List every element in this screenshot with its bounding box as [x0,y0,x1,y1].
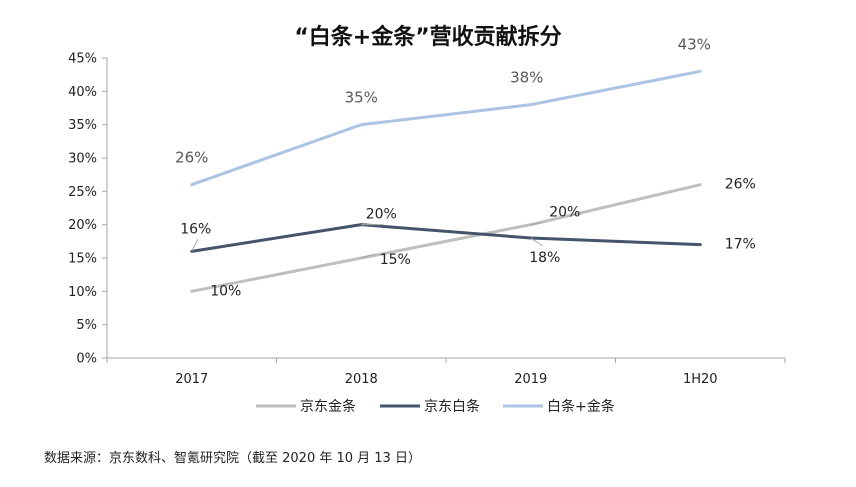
y-tick-label: 15% [68,252,97,267]
y-tick-label: 5% [76,318,97,333]
x-tick-label: 2017 [175,372,208,387]
x-tick-label: 2018 [345,372,378,387]
label-leader-line [361,253,376,259]
legend-label: 白条+金条 [547,398,615,415]
y-tick-label: 30% [68,152,97,167]
series-lines [190,69,702,293]
label-leader-line [191,239,199,252]
source-note: 数据来源：京东数科、智氪研究院（截至 2020 年 10 月 13 日） [44,451,421,466]
x-tick-label: 1H20 [683,372,718,387]
data-label: 16% [180,221,211,237]
label-leader-line [530,222,543,226]
line-chart: “白条+金条”营收贡献拆分 0% 5% 10% 15% 20% 25% 30% 35% 40% 4… [68,24,786,415]
data-label: 35% [345,89,378,107]
y-tick-label: 45% [68,52,97,67]
data-label: 26% [175,149,208,167]
chart-title: “白条+金条”营收贡献拆分 [294,24,561,50]
legend-label: 京东金条 [300,398,356,415]
y-tick-label: 20% [68,218,97,233]
series-line [190,69,702,187]
y-tick-label: 40% [68,85,97,100]
data-label: 18% [529,250,560,266]
data-label: 20% [549,205,580,221]
series-line [190,183,702,293]
series-line [190,223,702,253]
data-label: 20% [366,207,397,223]
data-label: 26% [725,177,756,193]
y-tick-label: 35% [68,118,97,133]
data-label: 15% [380,252,411,268]
axes: 0% 5% 10% 15% 20% 25% 30% 35% 40% 45% 2017 2018 2019… [68,52,786,387]
legend: 京东金条 京东白条 白条+金条 [256,398,615,415]
y-tick-label: 25% [68,185,97,200]
data-label: 10% [210,283,241,299]
data-labels: 10% 15% 20% 26% 16% 20% 18% 17% 26% 35% 38% 43% [175,35,756,299]
y-tick-label: 0% [76,352,97,367]
label-leader-line [530,237,544,247]
data-label: 17% [725,237,756,253]
x-tick-label: 2019 [514,372,547,387]
data-label: 38% [510,69,543,87]
y-tick-label: 10% [68,285,97,300]
legend-label: 京东白条 [424,398,480,415]
data-label: 43% [678,35,711,53]
